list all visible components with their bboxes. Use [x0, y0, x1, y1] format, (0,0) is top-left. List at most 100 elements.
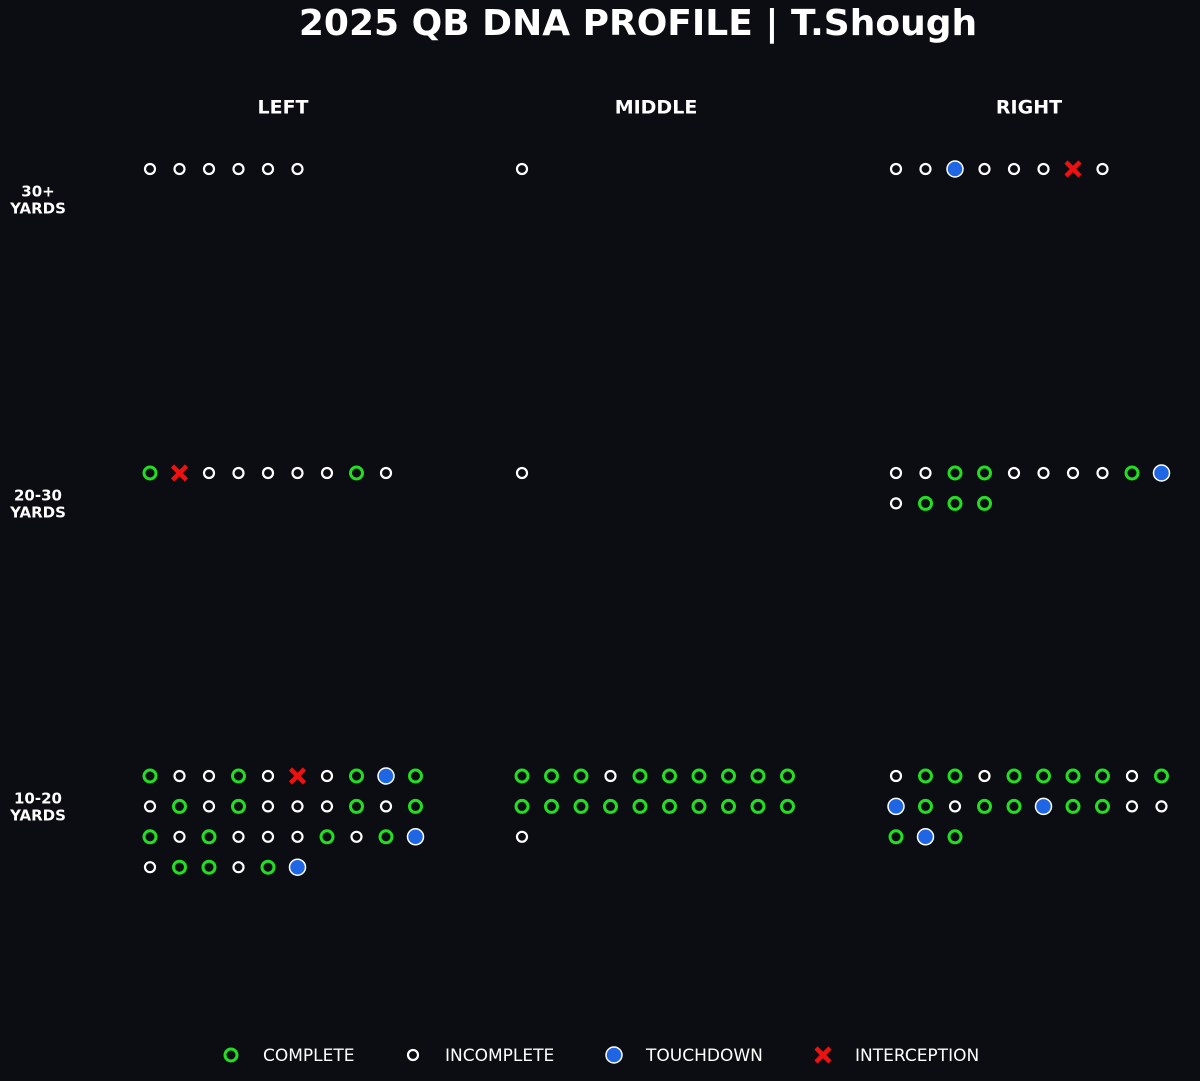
pass-marker	[1034, 797, 1053, 816]
pass-marker	[573, 798, 589, 814]
pass-marker	[142, 768, 158, 784]
pass-marker	[889, 466, 903, 480]
legend-label: TOUCHDOWN	[645, 1046, 763, 1066]
chart-title: 2025 QB DNA PROFILE | T.Shough	[299, 3, 977, 44]
legend-marker	[605, 1046, 623, 1064]
pass-marker	[948, 800, 962, 813]
pass-marker	[379, 466, 393, 480]
pass-marker	[406, 828, 425, 846]
pass-marker	[691, 798, 707, 814]
pass-marker	[1006, 768, 1022, 784]
pass-marker	[379, 800, 393, 813]
pass-marker	[172, 798, 187, 814]
pass-marker	[202, 800, 216, 813]
legend-label: INCOMPLETE	[445, 1046, 554, 1066]
pass-marker	[143, 800, 157, 813]
pass-marker	[1095, 798, 1110, 814]
pass-marker	[514, 768, 530, 784]
pass-marker	[231, 798, 246, 814]
pass-marker	[377, 767, 395, 785]
pass-marker	[662, 798, 677, 814]
column-header: RIGHT	[996, 97, 1062, 119]
pass-marker	[291, 162, 304, 176]
pass-marker	[261, 800, 275, 813]
pass-marker	[173, 162, 186, 176]
legend-marker	[406, 1048, 420, 1062]
pass-marker	[232, 466, 245, 480]
pass-marker	[887, 797, 905, 816]
pass-marker	[1152, 464, 1171, 482]
pass-marker	[978, 162, 991, 176]
pass-marker	[142, 465, 158, 481]
pass-marker	[1124, 465, 1140, 481]
pass-marker	[170, 464, 189, 482]
pass-marker	[514, 798, 530, 814]
pass-marker	[515, 466, 529, 480]
pass-marker	[515, 162, 529, 176]
pass-marker	[1096, 466, 1109, 480]
pass-marker	[1007, 162, 1021, 176]
pass-marker	[320, 466, 334, 480]
row-label: 30+	[21, 183, 54, 201]
pass-marker	[691, 768, 707, 784]
pass-marker	[947, 495, 963, 511]
pass-marker	[1095, 768, 1110, 784]
pass-marker	[947, 768, 963, 784]
row-label: YARDS	[9, 200, 66, 218]
pass-marker	[202, 162, 216, 176]
pass-marker	[1125, 800, 1139, 813]
column-header: MIDDLE	[615, 97, 698, 119]
pass-marker	[408, 768, 423, 784]
row-label: YARDS	[9, 504, 66, 522]
pass-marker	[291, 466, 304, 480]
pass-marker	[1154, 768, 1169, 784]
pass-marker	[662, 768, 677, 784]
pass-marker	[977, 798, 992, 814]
pass-marker	[515, 830, 529, 843]
pass-marker	[1125, 769, 1139, 783]
pass-marker	[1065, 798, 1081, 814]
pass-marker	[349, 798, 364, 814]
pass-marker	[889, 162, 903, 176]
pass-marker	[632, 798, 648, 814]
pass-marker	[261, 162, 275, 176]
pass-marker	[889, 769, 903, 783]
pass-marker	[350, 830, 363, 843]
pass-marker	[288, 767, 307, 785]
legend-marker	[814, 1046, 832, 1064]
row-label: YARDS	[9, 807, 66, 825]
pass-marker	[919, 466, 932, 480]
pass-marker	[1065, 768, 1081, 784]
pass-marker	[173, 830, 186, 843]
pass-marker	[408, 798, 423, 814]
pass-marker	[201, 859, 217, 875]
pass-marker	[232, 162, 245, 176]
pass-marker	[721, 798, 736, 814]
legend-label: INTERCEPTION	[855, 1046, 979, 1066]
pass-marker	[288, 858, 307, 876]
pass-marker	[946, 160, 964, 178]
pass-marker	[918, 495, 933, 511]
pass-marker	[918, 798, 933, 814]
pass-marker	[201, 829, 217, 845]
pass-marker	[632, 768, 648, 784]
pass-marker	[916, 828, 935, 846]
pass-marker	[1096, 162, 1109, 176]
pass-marker	[978, 769, 991, 783]
pass-marker	[750, 768, 766, 784]
pass-marker	[918, 768, 933, 784]
pass-marker	[919, 162, 932, 176]
pass-marker	[261, 466, 275, 480]
pass-marker	[319, 829, 335, 845]
pass-marker	[232, 830, 245, 843]
legend-marker	[223, 1047, 239, 1063]
pass-marker	[977, 465, 992, 481]
pass-marker	[142, 829, 158, 845]
pass-marker	[544, 768, 559, 784]
pass-marker	[1064, 160, 1082, 178]
pass-marker	[947, 829, 963, 845]
row-label: 10-20	[14, 790, 62, 808]
pass-marker	[721, 768, 736, 784]
pass-marker	[231, 768, 246, 784]
